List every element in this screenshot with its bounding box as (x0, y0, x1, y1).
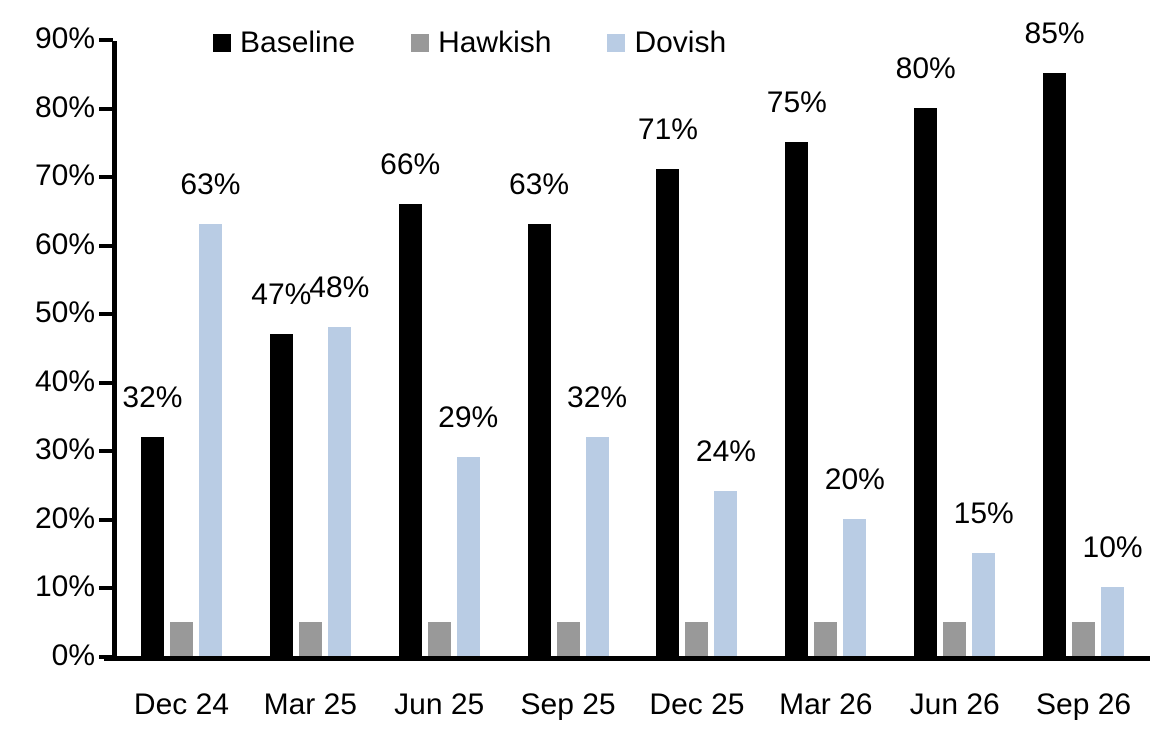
value-label-dovish: 24% (695, 435, 756, 469)
bar-dovish (585, 436, 609, 656)
y-tick-mark (99, 312, 113, 317)
value-label-dovish: 48% (309, 270, 370, 304)
bar-baseline (656, 169, 680, 656)
legend-swatch-hawkish-icon (411, 34, 430, 52)
value-label-dovish: 63% (180, 168, 241, 202)
legend-item-dovish: Dovish (607, 26, 726, 60)
bar-baseline (914, 107, 938, 656)
value-label-baseline: 32% (122, 380, 183, 414)
y-tick-label: 20% (34, 501, 95, 535)
bar-dovish (1101, 587, 1125, 656)
value-label-baseline: 63% (509, 168, 570, 202)
y-tick-label: 80% (34, 90, 95, 124)
bar-baseline (140, 436, 164, 656)
y-tick-label: 0% (51, 639, 95, 672)
y-tick-mark (99, 380, 113, 385)
legend-item-baseline: Baseline (213, 26, 355, 60)
legend-swatch-baseline-icon (213, 34, 231, 52)
x-category-label: Mar 25 (263, 688, 357, 721)
value-label-baseline: 85% (1024, 17, 1085, 51)
y-tick-label: 60% (34, 227, 95, 261)
x-category-label: Dec 24 (133, 688, 229, 721)
y-axis-line (112, 41, 117, 661)
x-category-label: Sep 25 (520, 688, 616, 721)
bar-baseline (1043, 73, 1067, 656)
y-tick-mark (99, 449, 113, 454)
y-tick-mark (99, 175, 113, 180)
y-tick-mark (99, 38, 113, 42)
bar-hawkish (556, 621, 580, 656)
value-label-baseline: 71% (637, 113, 698, 147)
y-tick-label: 70% (34, 159, 95, 193)
y-tick-mark (99, 586, 113, 591)
bar-hawkish (1072, 621, 1096, 656)
bar-dovish (714, 491, 738, 656)
bar-baseline (527, 224, 551, 656)
bar-dovish (972, 553, 996, 656)
value-label-baseline: 47% (251, 277, 312, 311)
x-axis-line (104, 656, 1150, 661)
y-tick-label: 10% (34, 570, 95, 604)
bar-dovish (456, 457, 480, 656)
x-category-label: Jun 26 (909, 688, 1000, 721)
bar-dovish (327, 326, 351, 656)
bar-dovish (198, 224, 222, 656)
value-label-dovish: 15% (953, 497, 1014, 531)
chart-legend: Baseline Hawkish Dovish (213, 26, 726, 60)
x-category-label: Mar 26 (779, 688, 873, 721)
bar-baseline (269, 333, 293, 656)
y-tick-mark (99, 243, 113, 248)
bar-baseline (785, 141, 809, 656)
y-tick-label: 30% (34, 433, 95, 467)
bar-hawkish (427, 621, 451, 656)
value-label-baseline: 75% (766, 85, 827, 119)
bar-hawkish (814, 621, 838, 656)
value-label-dovish: 32% (567, 380, 628, 414)
bar-dovish (843, 518, 867, 656)
bar-hawkish (169, 621, 193, 656)
legend-swatch-dovish-icon (607, 34, 626, 52)
legend-label: Baseline (240, 26, 356, 59)
y-tick-label: 40% (34, 364, 95, 398)
legend-item-hawkish: Hawkish (411, 26, 551, 60)
value-label-dovish: 10% (1082, 531, 1143, 565)
bar-hawkish (685, 621, 709, 656)
x-category-label: Dec 25 (649, 688, 745, 721)
bar-baseline (398, 203, 422, 656)
value-label-baseline: 80% (895, 51, 956, 85)
x-category-label: Sep 26 (1036, 688, 1132, 721)
x-category-label: Jun 25 (394, 688, 485, 721)
y-tick-mark (99, 106, 113, 111)
y-tick-label: 90% (34, 22, 95, 55)
legend-label: Hawkish (438, 26, 552, 59)
legend-label: Dovish (634, 26, 727, 59)
bar-hawkish (298, 621, 322, 656)
value-label-dovish: 29% (438, 401, 499, 435)
value-label-baseline: 66% (380, 147, 441, 181)
y-tick-label: 50% (34, 296, 95, 330)
y-tick-mark (99, 517, 113, 522)
bar-hawkish (943, 621, 967, 656)
value-label-dovish: 20% (824, 462, 885, 496)
